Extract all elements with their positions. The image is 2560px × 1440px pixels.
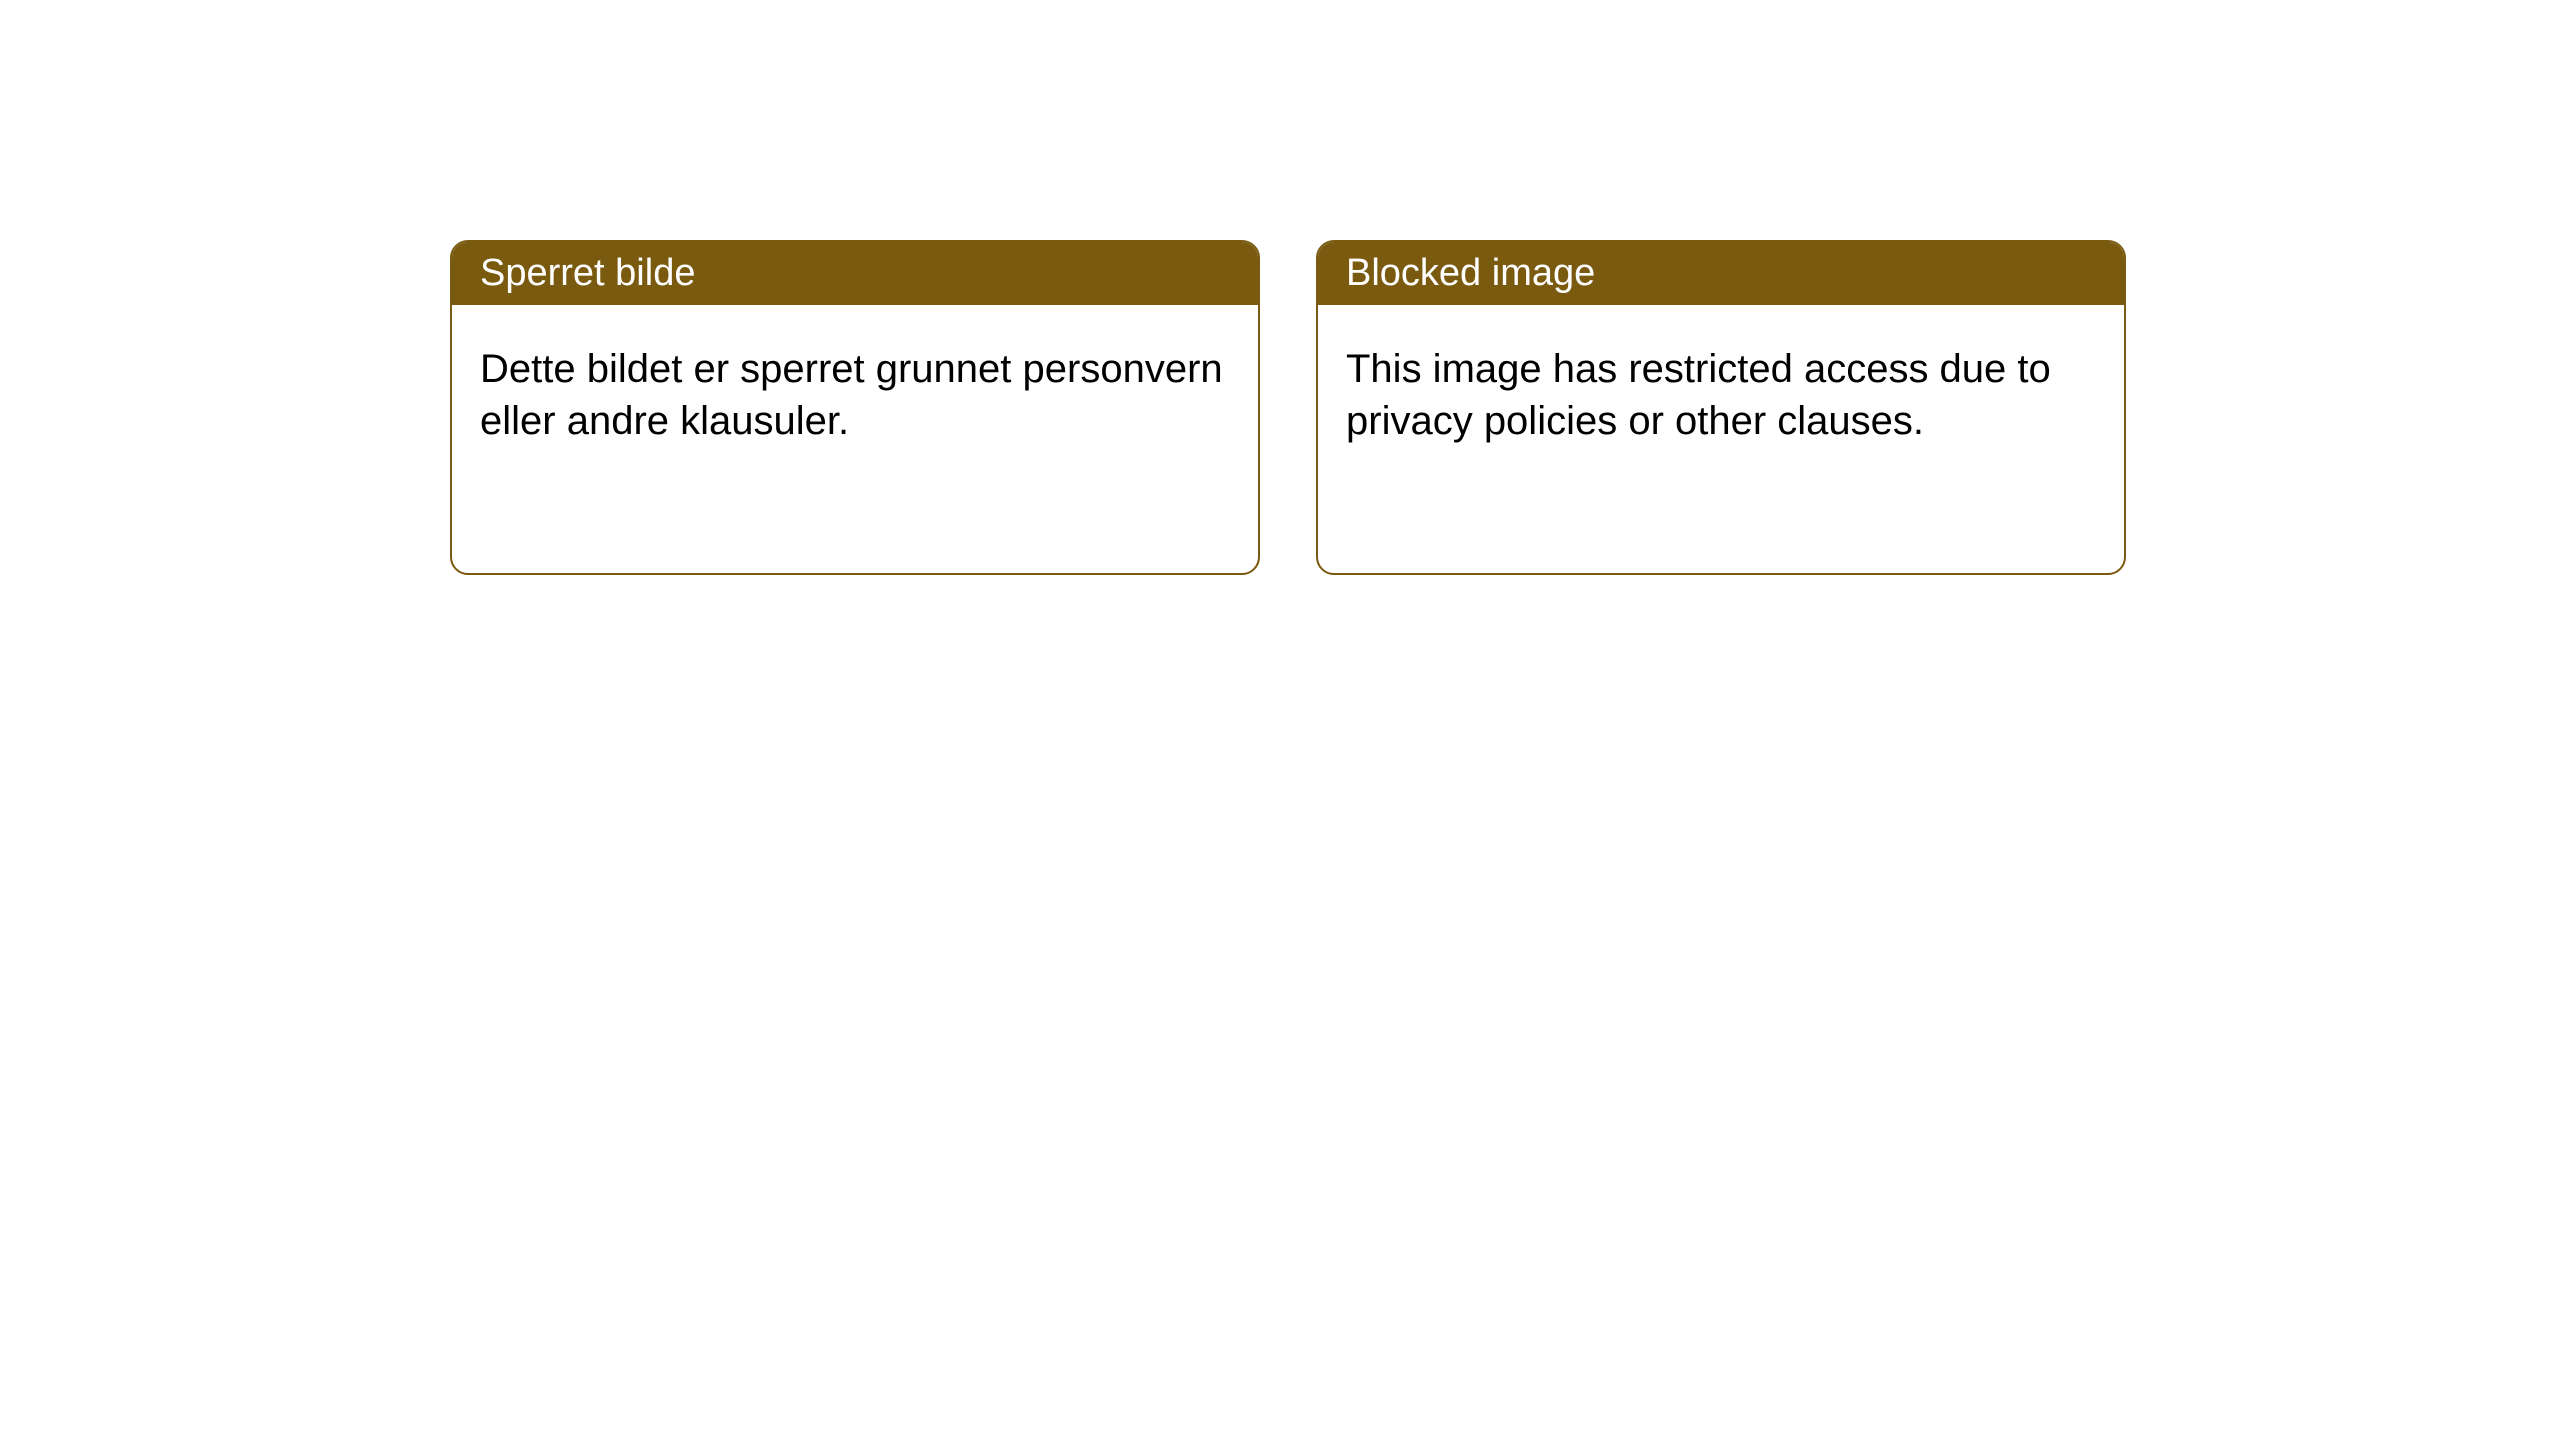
card-body-text: This image has restricted access due to …: [1346, 347, 2051, 443]
card-header: Blocked image: [1318, 242, 2124, 305]
card-header: Sperret bilde: [452, 242, 1258, 305]
card-title: Blocked image: [1346, 252, 1595, 294]
notice-card-norwegian: Sperret bilde Dette bildet er sperret gr…: [450, 240, 1260, 575]
card-body-text: Dette bildet er sperret grunnet personve…: [480, 347, 1223, 443]
card-title: Sperret bilde: [480, 252, 695, 294]
card-body: This image has restricted access due to …: [1318, 305, 2124, 485]
card-body: Dette bildet er sperret grunnet personve…: [452, 305, 1258, 485]
notice-card-english: Blocked image This image has restricted …: [1316, 240, 2126, 575]
notice-container: Sperret bilde Dette bildet er sperret gr…: [450, 240, 2126, 575]
